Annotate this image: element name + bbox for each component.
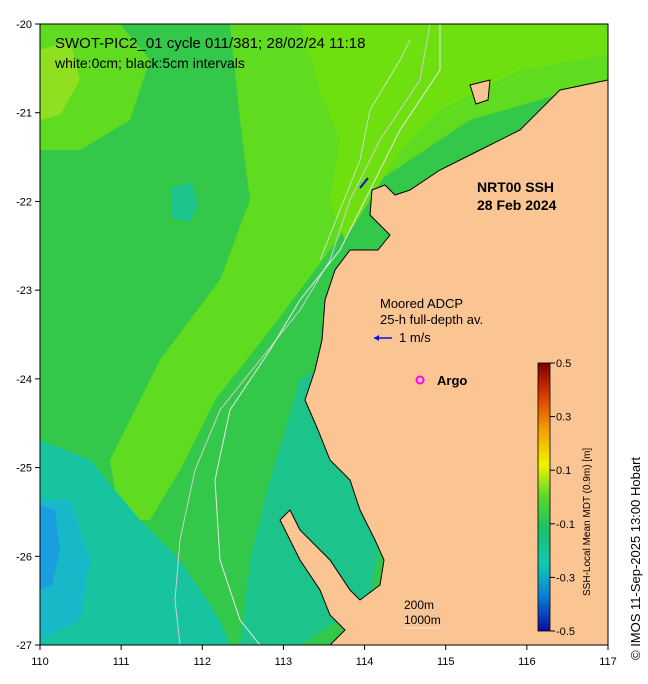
product-date: 28 Feb 2024	[477, 197, 557, 213]
ssh-low-teal	[40, 440, 230, 645]
x-tick-label: 114	[356, 656, 374, 668]
colorbar-tick-label: -0.5	[556, 626, 575, 638]
colorbar-label: SSH-Local Mean MDT (0.9m) [m]	[582, 447, 593, 596]
ssh-blue-spot	[40, 505, 60, 590]
isobath-coastal	[319, 39, 411, 261]
colorbar-tick-label: 0.1	[556, 465, 571, 477]
colorbar-tick-label: -0.1	[556, 519, 575, 531]
adcp-label-2: 25-h full-depth av.	[380, 312, 483, 327]
adcp-scale-arrow	[374, 335, 392, 341]
isobath-1000m	[214, 24, 441, 645]
adcp-scale-label: 1 m/s	[399, 330, 431, 345]
adcp-arrow-north	[359, 177, 369, 189]
colorbar-tick-label: 0.3	[556, 412, 571, 424]
x-tick-label: 113	[275, 656, 293, 668]
title-line-2: white:0cm; black:5cm intervals	[54, 55, 245, 71]
ssh-yellow-patch	[40, 40, 80, 120]
y-tick-label: -27	[16, 640, 32, 652]
y-tick-label: -26	[16, 551, 32, 563]
credit-text: © IMOS 11-Sep-2025 13:00 Hobart	[628, 456, 643, 660]
island	[469, 79, 491, 105]
product-name: NRT00 SSH	[477, 179, 554, 195]
x-tick-label: 112	[194, 656, 212, 668]
plot-frame	[39, 23, 609, 646]
x-tick-label: 116	[518, 656, 536, 668]
y-tick-label: -21	[16, 108, 32, 120]
y-tick-label: -23	[16, 285, 32, 297]
argo-label: Argo	[437, 373, 467, 388]
map-area	[40, 24, 608, 645]
x-tick-label: 117	[599, 656, 617, 668]
y-tick-label: -22	[16, 196, 32, 208]
colorbar-tick-label: 0.5	[556, 358, 571, 370]
colorbar-tick-label: -0.3	[556, 572, 575, 584]
y-axis: -20 -21 -22 -23 -24 -25 -26 -27	[16, 19, 40, 652]
adcp-label-1: Moored ADCP	[380, 296, 463, 311]
argo-marker	[415, 375, 425, 385]
ssh-teal-blob	[172, 182, 198, 222]
land-mass	[279, 79, 608, 645]
isobath-1000m-label: 1000m	[404, 613, 441, 627]
title-line-1: SWOT-PIC2_01 cycle 011/381; 28/02/24 11:…	[55, 35, 365, 52]
colorbar-ticks: 0.5 0.3 0.1 -0.1 -0.3 -0.5	[550, 358, 575, 638]
y-tick-label: -24	[16, 374, 32, 386]
y-tick-label: -25	[16, 463, 32, 475]
y-tick-label: -20	[16, 19, 32, 31]
ssh-high-north	[300, 24, 608, 240]
x-tick-label: 115	[437, 656, 455, 668]
x-tick-label: 110	[31, 656, 49, 668]
colorbar	[537, 362, 551, 632]
isobath-200m-label: 200m	[404, 598, 434, 612]
x-tick-label: 111	[113, 656, 130, 668]
isobath-200m	[174, 24, 431, 645]
x-axis: 110 111 112 113 114 115 116 117	[31, 645, 617, 668]
